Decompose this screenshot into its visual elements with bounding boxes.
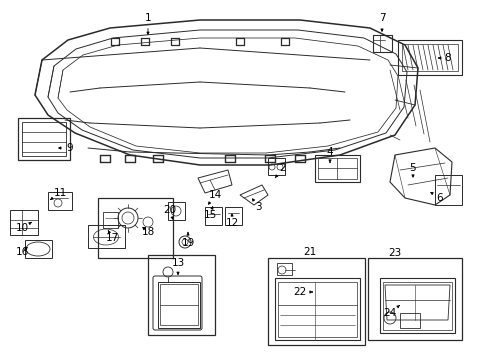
Text: 22: 22 [293, 287, 312, 297]
Text: 14: 14 [208, 190, 221, 204]
Text: 19: 19 [181, 233, 194, 248]
Text: 2: 2 [275, 163, 286, 178]
Text: 20: 20 [163, 205, 176, 219]
Text: 18: 18 [141, 227, 154, 237]
Text: 21: 21 [303, 247, 316, 257]
Text: 15: 15 [203, 207, 216, 220]
Text: 13: 13 [171, 258, 184, 274]
Text: 9: 9 [59, 143, 73, 153]
Text: 17: 17 [105, 230, 119, 243]
Text: 3: 3 [252, 199, 261, 212]
Text: 10: 10 [16, 222, 31, 233]
Text: 16: 16 [15, 247, 29, 257]
Text: 5: 5 [409, 163, 415, 177]
Text: 8: 8 [438, 53, 450, 63]
Text: 6: 6 [430, 193, 443, 203]
Text: 4: 4 [326, 147, 333, 163]
Text: 24: 24 [383, 305, 399, 318]
Text: 12: 12 [225, 214, 238, 228]
Text: 11: 11 [50, 188, 66, 200]
Text: 23: 23 [387, 248, 401, 258]
Text: 1: 1 [144, 13, 151, 34]
Text: 7: 7 [378, 13, 385, 31]
